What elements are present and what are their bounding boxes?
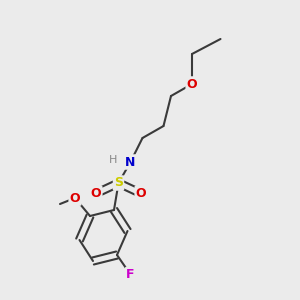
- Text: O: O: [91, 187, 101, 200]
- Text: S: S: [114, 176, 123, 190]
- Text: O: O: [70, 191, 80, 205]
- Text: O: O: [136, 187, 146, 200]
- Text: F: F: [126, 268, 135, 281]
- Text: O: O: [187, 77, 197, 91]
- Text: H: H: [109, 154, 117, 165]
- Text: N: N: [125, 155, 136, 169]
